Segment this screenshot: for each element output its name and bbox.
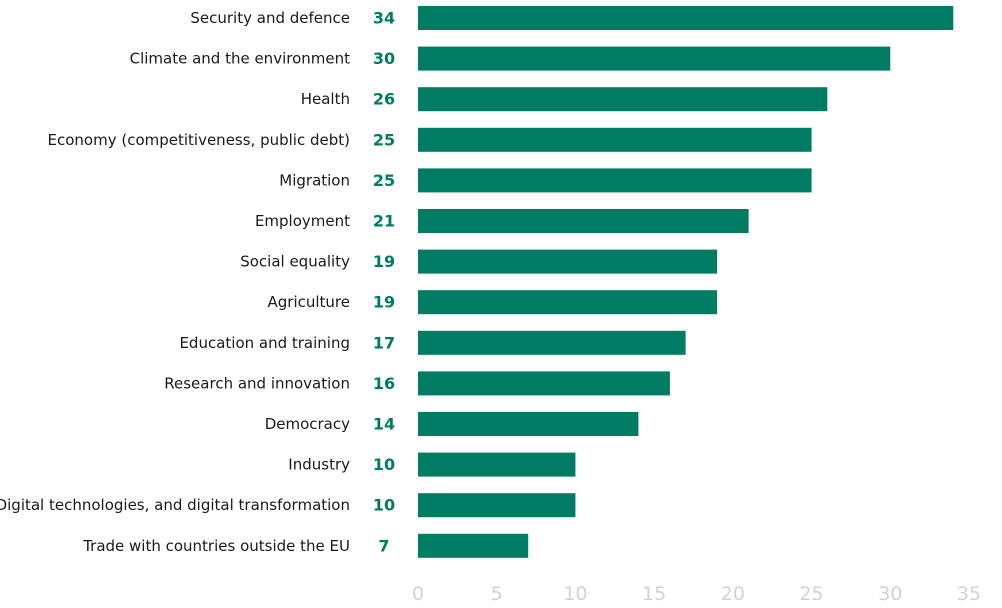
bar (418, 46, 891, 71)
value-label: 10 (373, 496, 395, 515)
category-label: Economy (competitiveness, public debt) (48, 131, 351, 149)
bar (418, 493, 576, 518)
x-tick-label: 15 (642, 583, 666, 605)
bar (418, 412, 639, 436)
bar (418, 533, 529, 558)
bar (418, 6, 954, 30)
value-label: 16 (373, 374, 395, 393)
category-label: Education and training (179, 334, 350, 352)
x-tick-label: 35 (957, 583, 981, 605)
x-tick-label: 10 (563, 583, 587, 605)
bar (418, 168, 812, 193)
category-label: Agriculture (268, 293, 351, 311)
x-tick-label: 0 (412, 583, 424, 605)
value-label: 14 (373, 415, 395, 434)
x-tick-label: 30 (878, 583, 902, 605)
value-label: 17 (373, 333, 395, 352)
category-label: Research and innovation (164, 374, 350, 392)
x-tick-label: 5 (491, 583, 503, 605)
category-label: Democracy (265, 415, 350, 433)
bar (418, 290, 718, 315)
value-label: 25 (373, 171, 395, 190)
category-label: Trade with countries outside the EU (82, 537, 350, 555)
category-label: Employment (255, 212, 350, 230)
category-label: Migration (279, 171, 350, 189)
value-label: 7 (378, 536, 389, 555)
category-label: Industry (288, 456, 350, 474)
category-label: Digital technologies, and digital transf… (0, 496, 350, 514)
bar (418, 371, 670, 396)
x-tick-label: 20 (721, 583, 745, 605)
bar (418, 127, 812, 152)
value-label: 19 (373, 252, 395, 271)
value-label: 25 (373, 130, 395, 149)
category-label: Health (301, 90, 350, 108)
bar (418, 452, 576, 477)
x-axis-ticks: 0 5 10 15 20 25 30 35 (412, 583, 981, 605)
value-labels: 34 30 26 25 25 21 19 19 17 16 14 10 10 7 (373, 9, 395, 556)
category-label: Climate and the environment (130, 50, 351, 68)
bar (418, 249, 718, 274)
value-label: 10 (373, 455, 395, 474)
value-label: 34 (373, 9, 395, 28)
value-label: 21 (373, 212, 395, 231)
value-label: 26 (373, 90, 395, 109)
bar (418, 330, 686, 355)
value-label: 30 (373, 49, 395, 68)
bar (418, 87, 828, 112)
bars (418, 6, 954, 558)
value-label: 19 (373, 293, 395, 312)
x-tick-label: 25 (799, 583, 823, 605)
category-label: Security and defence (190, 9, 350, 27)
category-labels: Security and defence Climate and the envi… (0, 9, 350, 555)
bar (418, 209, 749, 233)
category-label: Social equality (240, 253, 350, 271)
